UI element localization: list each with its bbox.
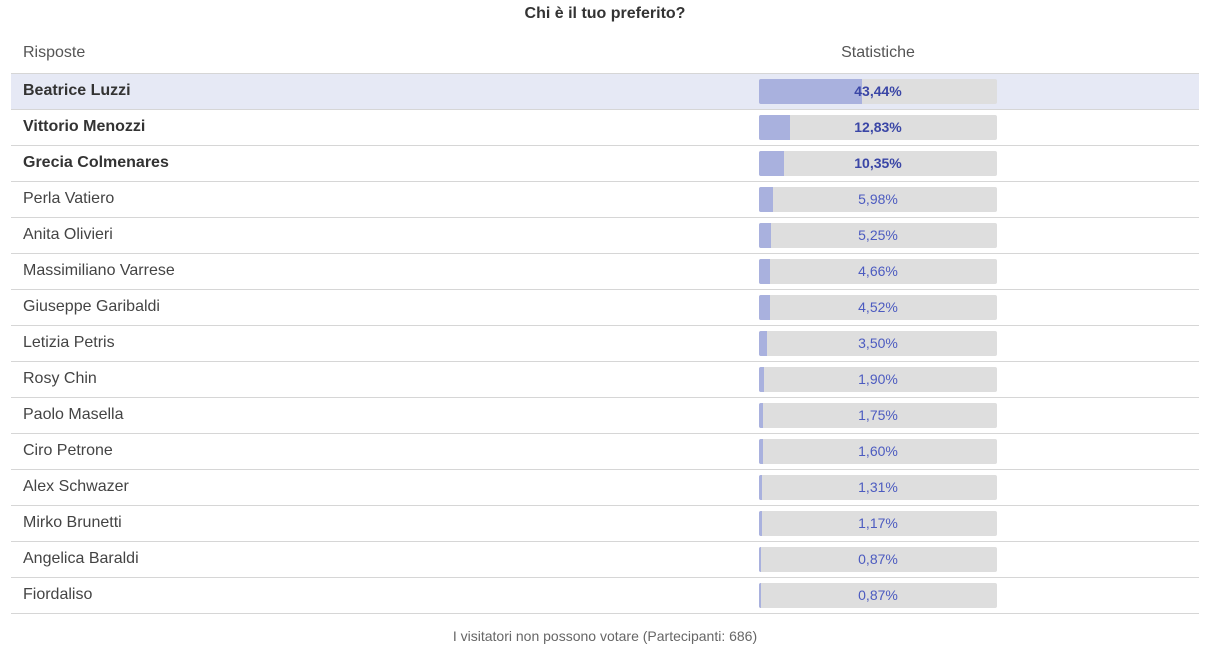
answer-name: Vittorio Menozzi xyxy=(23,118,146,135)
result-bar: 1,31% xyxy=(759,475,997,500)
poll-row: Perla Vatiero 5,98% xyxy=(11,182,1199,218)
result-bar: 5,25% xyxy=(759,223,997,248)
result-bar: 1,60% xyxy=(759,439,997,464)
poll-row: Mirko Brunetti 1,17% xyxy=(11,506,1199,542)
result-bar-fill xyxy=(759,439,763,464)
poll-row: Angelica Baraldi 0,87% xyxy=(11,542,1199,578)
result-bar-fill xyxy=(759,151,784,176)
poll-results-list: Beatrice Luzzi 43,44% Vittorio Menozzi 12,8… xyxy=(11,73,1199,614)
result-bar-fill xyxy=(759,79,863,104)
result-bar-fill xyxy=(759,187,774,212)
poll-row: Letizia Petris 3,50% xyxy=(11,326,1199,362)
result-bar: 4,52% xyxy=(759,295,997,320)
result-bar: 0,87% xyxy=(759,583,997,608)
result-bar: 5,98% xyxy=(759,187,997,212)
result-percentage: 4,52% xyxy=(858,299,898,315)
result-bar: 4,66% xyxy=(759,259,997,284)
poll-row: Beatrice Luzzi 43,44% xyxy=(11,74,1199,110)
result-bar-fill xyxy=(759,403,764,428)
result-bar-fill xyxy=(759,475,763,500)
answer-name: Giuseppe Garibaldi xyxy=(23,298,160,315)
result-percentage: 3,50% xyxy=(858,335,898,351)
answer-name: Rosy Chin xyxy=(23,370,97,387)
answers-column-header: Risposte xyxy=(23,44,86,61)
result-percentage: 1,90% xyxy=(858,371,898,387)
poll-row: Grecia Colmenares 10,35% xyxy=(11,146,1199,182)
result-bar-fill xyxy=(759,115,790,140)
result-bar-fill xyxy=(759,295,770,320)
result-bar-fill xyxy=(759,583,762,608)
result-bar: 12,83% xyxy=(759,115,997,140)
poll-header: Risposte Statistiche xyxy=(11,44,1199,72)
result-bar-fill xyxy=(759,511,762,536)
result-percentage: 1,17% xyxy=(858,515,898,531)
result-percentage: 1,31% xyxy=(858,479,898,495)
result-percentage: 43,44% xyxy=(854,83,902,99)
answer-name: Ciro Petrone xyxy=(23,442,113,459)
answer-name: Massimiliano Varrese xyxy=(23,262,175,279)
answer-name: Perla Vatiero xyxy=(23,190,115,207)
result-percentage: 1,75% xyxy=(858,407,898,423)
result-bar-fill xyxy=(759,367,764,392)
poll-row: Ciro Petrone 1,60% xyxy=(11,434,1199,470)
answer-name: Beatrice Luzzi xyxy=(23,82,131,99)
poll-row: Alex Schwazer 1,31% xyxy=(11,470,1199,506)
result-bar-fill xyxy=(759,259,771,284)
poll-row: Fiordaliso 0,87% xyxy=(11,578,1199,614)
result-percentage: 0,87% xyxy=(858,587,898,603)
answer-name: Mirko Brunetti xyxy=(23,514,122,531)
result-bar: 10,35% xyxy=(759,151,997,176)
result-percentage: 5,98% xyxy=(858,191,898,207)
answer-name: Angelica Baraldi xyxy=(23,550,139,567)
result-percentage: 1,60% xyxy=(858,443,898,459)
result-bar: 0,87% xyxy=(759,547,997,572)
poll-footer: I visitatori non possono votare (Parteci… xyxy=(452,628,758,644)
answer-name: Anita Olivieri xyxy=(23,226,113,243)
result-bar-fill xyxy=(759,547,762,572)
result-bar-fill xyxy=(759,223,772,248)
result-percentage: 0,87% xyxy=(858,551,898,567)
result-bar-fill xyxy=(759,331,768,356)
result-percentage: 12,83% xyxy=(854,119,902,135)
result-percentage: 10,35% xyxy=(854,155,902,171)
result-bar: 3,50% xyxy=(759,331,997,356)
result-bar: 1,75% xyxy=(759,403,997,428)
poll-row: Anita Olivieri 5,25% xyxy=(11,218,1199,254)
poll-row: Paolo Masella 1,75% xyxy=(11,398,1199,434)
result-bar: 43,44% xyxy=(759,79,997,104)
answer-name: Grecia Colmenares xyxy=(23,154,169,171)
answer-name: Letizia Petris xyxy=(23,334,115,351)
poll-row: Massimiliano Varrese 4,66% xyxy=(11,254,1199,290)
poll-row: Vittorio Menozzi 12,83% xyxy=(11,110,1199,146)
poll-title: Chi è il tuo preferito? xyxy=(524,5,686,22)
answer-name: Fiordaliso xyxy=(23,586,93,603)
stats-column-header: Statistiche xyxy=(841,44,915,61)
result-bar: 1,17% xyxy=(759,511,997,536)
result-bar: 1,90% xyxy=(759,367,997,392)
answer-name: Paolo Masella xyxy=(23,406,124,423)
answer-name: Alex Schwazer xyxy=(23,478,129,495)
result-percentage: 4,66% xyxy=(858,263,898,279)
poll-row: Giuseppe Garibaldi 4,52% xyxy=(11,290,1199,326)
result-percentage: 5,25% xyxy=(858,227,898,243)
poll-row: Rosy Chin 1,90% xyxy=(11,362,1199,398)
